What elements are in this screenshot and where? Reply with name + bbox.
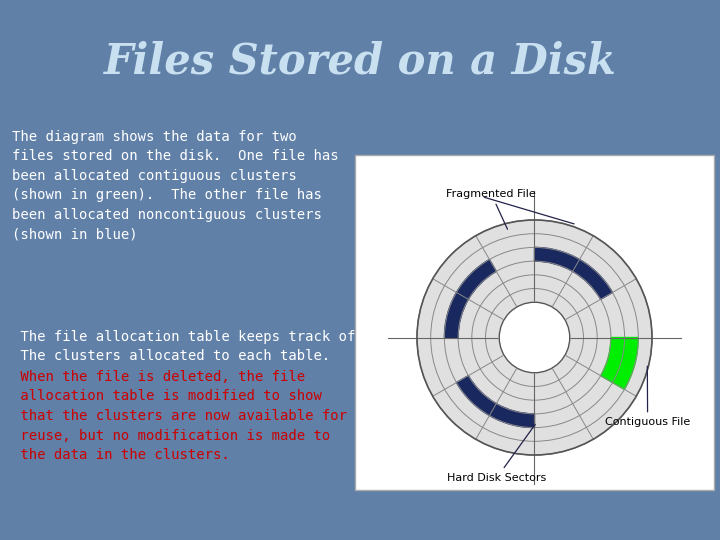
- Text: Files Stored on a Disk: Files Stored on a Disk: [104, 41, 616, 83]
- Bar: [355, 155, 714, 490]
- Text: Fragmented File: Fragmented File: [446, 189, 536, 229]
- Text: The diagram shows the data for two
files stored on the disk.  One file has
been : The diagram shows the data for two files…: [12, 130, 338, 241]
- Text: When the file is deleted, the file
 allocation table is modified to show
 that t: When the file is deleted, the file alloc…: [12, 370, 347, 462]
- Wedge shape: [456, 376, 534, 428]
- Circle shape: [417, 220, 652, 455]
- Text: The file allocation table keeps track of
 The clusters allocated to each table.: The file allocation table keeps track of…: [12, 330, 356, 363]
- Wedge shape: [534, 247, 613, 299]
- Text: Contiguous File: Contiguous File: [605, 366, 690, 427]
- Circle shape: [499, 302, 570, 373]
- Wedge shape: [600, 338, 639, 389]
- Wedge shape: [444, 260, 496, 338]
- Text: Hard Disk Sectors: Hard Disk Sectors: [447, 424, 546, 483]
